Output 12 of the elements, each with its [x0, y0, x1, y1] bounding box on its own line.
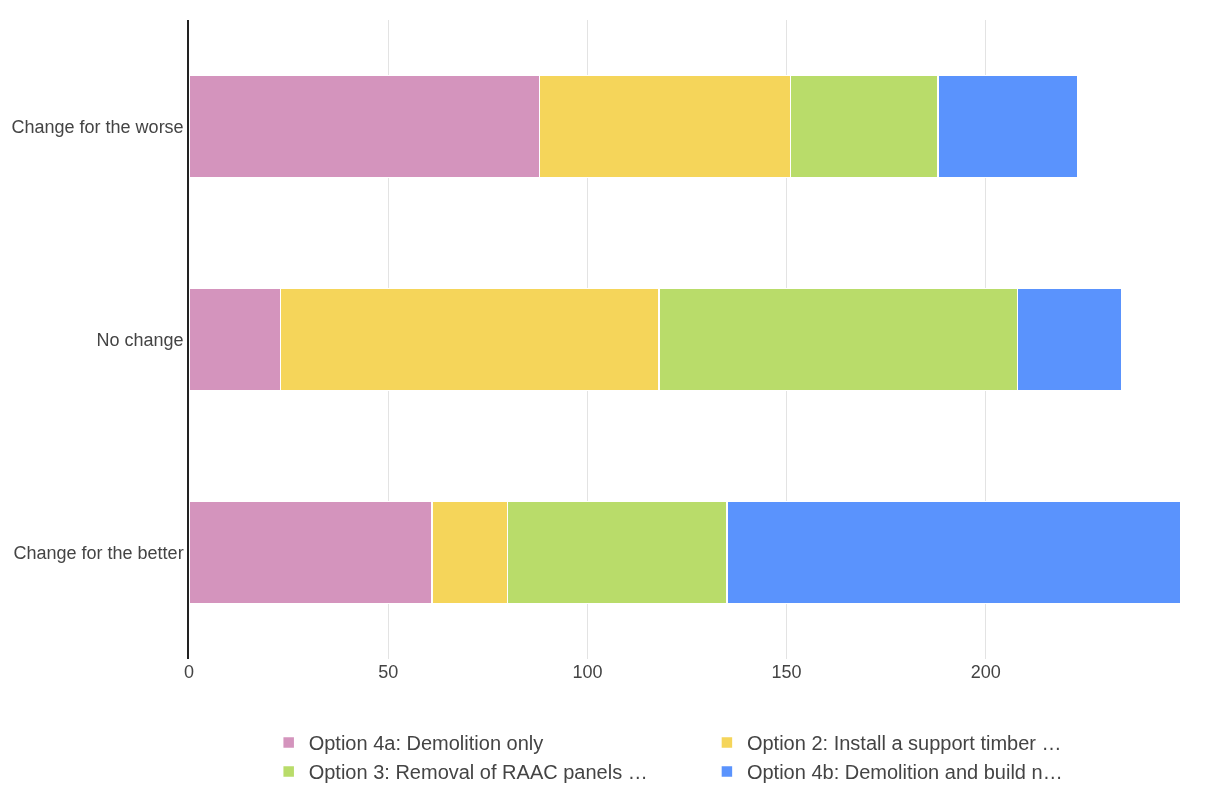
legend-label: Option 3: Removal of RAAC panels …	[308, 761, 648, 784]
legend-label: Option 4a: Demolition only	[308, 732, 544, 755]
x-tick-label: 50	[378, 662, 399, 682]
legend-label: Option 2: Install a support timber …	[746, 732, 1062, 755]
legend-label: Option 4b: Demolition and build n…	[746, 761, 1063, 784]
x-tick-label: 150	[771, 662, 802, 682]
y-tick-label: Change for the worse	[11, 116, 184, 137]
y-tick-label: No change	[96, 329, 184, 350]
x-tick-label: 0	[183, 662, 195, 682]
x-tick-label: 200	[970, 662, 1001, 682]
y-tick-label: Change for the better	[13, 542, 184, 563]
x-tick-label: 100	[572, 662, 603, 682]
